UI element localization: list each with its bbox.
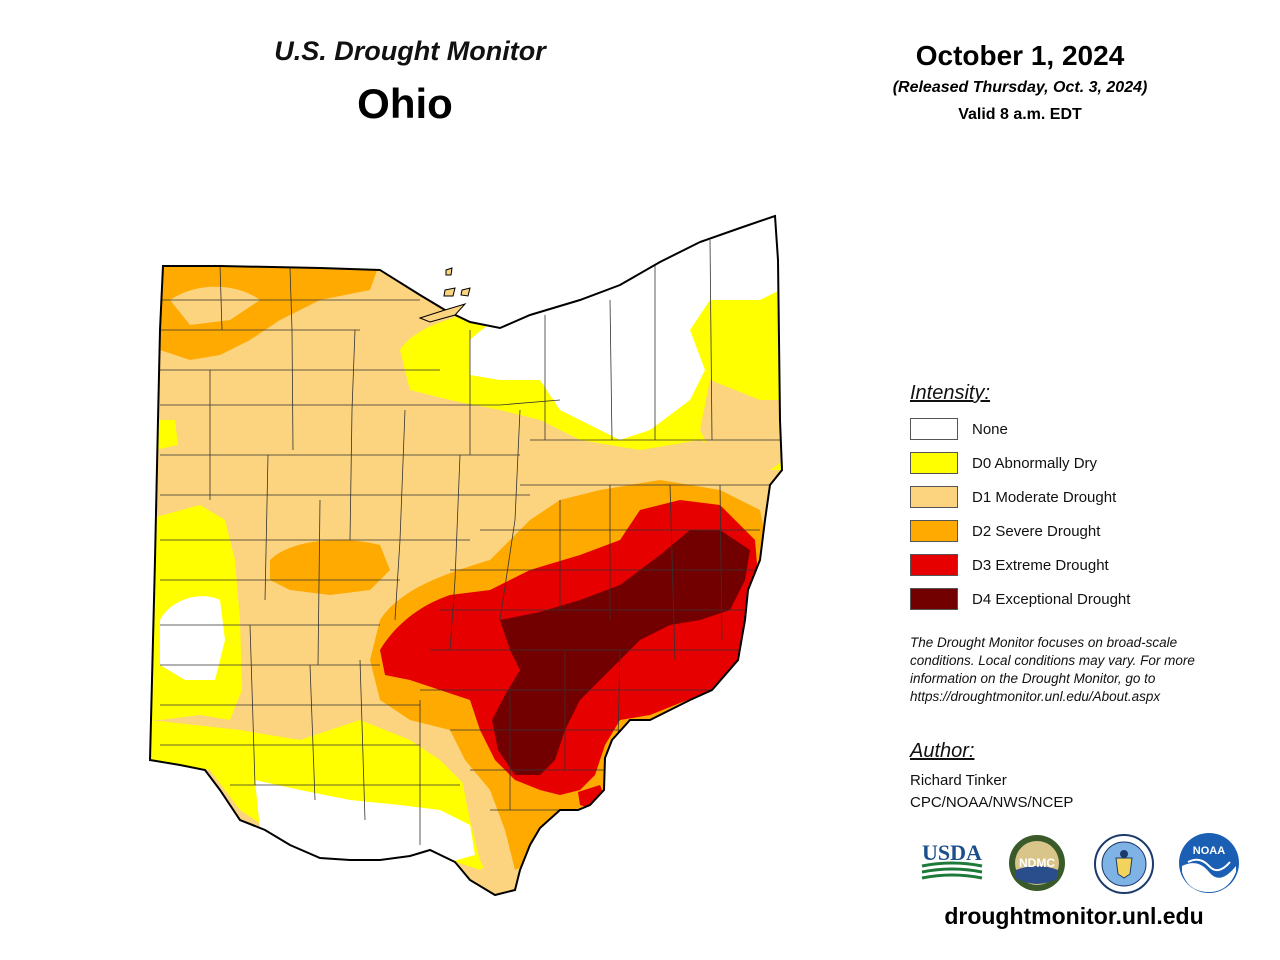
legend-swatch-d0 xyxy=(910,452,958,474)
noaa-logo-text: NOAA xyxy=(1193,845,1225,857)
none-west-area xyxy=(160,596,225,680)
usda-logo-text: USDA xyxy=(922,840,982,865)
website-link[interactable]: droughtmonitor.unl.edu xyxy=(944,903,1204,929)
legend-label-d4: D4 Exceptional Drought xyxy=(972,591,1131,608)
state-name: Ohio xyxy=(357,80,453,127)
ohio-outline xyxy=(148,214,784,897)
disclaimer-link[interactable]: https://droughtmonitor.unl.edu/About.asp… xyxy=(910,689,1161,704)
d0-small-west xyxy=(155,420,178,450)
legend-title: Intensity: xyxy=(910,382,991,404)
disclaimer-line: conditions. Local conditions may vary. F… xyxy=(910,653,1195,668)
legend-swatch-d2 xyxy=(910,520,958,542)
author-title: Author: xyxy=(910,740,975,762)
author-name: Richard Tinker xyxy=(910,772,1007,789)
lake-erie-islands xyxy=(418,267,471,323)
county-lines xyxy=(160,239,780,845)
d1-coast-area xyxy=(700,380,782,470)
d2-northwest-area xyxy=(150,260,380,360)
legend-label-d2: D2 Severe Drought xyxy=(972,523,1101,540)
map-subtitle: U.S. Drought Monitor xyxy=(274,36,546,66)
disclaimer-text: The Drought Monitor focuses on broad-sca… xyxy=(910,634,1260,706)
legend-swatch-d4 xyxy=(910,588,958,610)
d2-central-area xyxy=(270,540,390,595)
author-org: CPC/NOAA/NWS/NCEP xyxy=(910,794,1074,811)
legend-swatch-none xyxy=(910,418,958,440)
usda-logo: USDA xyxy=(920,838,984,884)
legend-label-d0: D0 Abnormally Dry xyxy=(972,455,1098,472)
valid-time: Valid 8 a.m. EDT xyxy=(958,106,1082,123)
legend-swatch-d1 xyxy=(910,486,958,508)
ndmc-logo: NDMC xyxy=(1008,834,1066,892)
none-northeast-area xyxy=(470,216,780,440)
noaa-logo: NOAA xyxy=(1178,832,1240,894)
map-date: October 1, 2024 xyxy=(915,40,1125,71)
legend-label-d1: D1 Moderate Drought xyxy=(972,489,1117,506)
legend-label-none: None xyxy=(972,421,1008,438)
legend-label-d3: D3 Extreme Drought xyxy=(972,557,1109,574)
commerce-seal-logo xyxy=(1094,834,1154,894)
d4-exceptional-area xyxy=(492,530,750,775)
ndmc-logo-text: NDMC xyxy=(1019,856,1055,870)
d1-inner-northwest xyxy=(170,286,260,325)
legend-swatch-d3 xyxy=(910,554,958,576)
disclaimer-line: The Drought Monitor focuses on broad-sca… xyxy=(910,635,1178,650)
disclaimer-line: information on the Drought Monitor, go t… xyxy=(910,671,1156,686)
release-date: (Released Thursday, Oct. 3, 2024) xyxy=(892,79,1148,96)
